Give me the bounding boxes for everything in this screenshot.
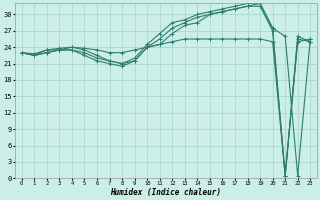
X-axis label: Humidex (Indice chaleur): Humidex (Indice chaleur) [110, 188, 221, 197]
